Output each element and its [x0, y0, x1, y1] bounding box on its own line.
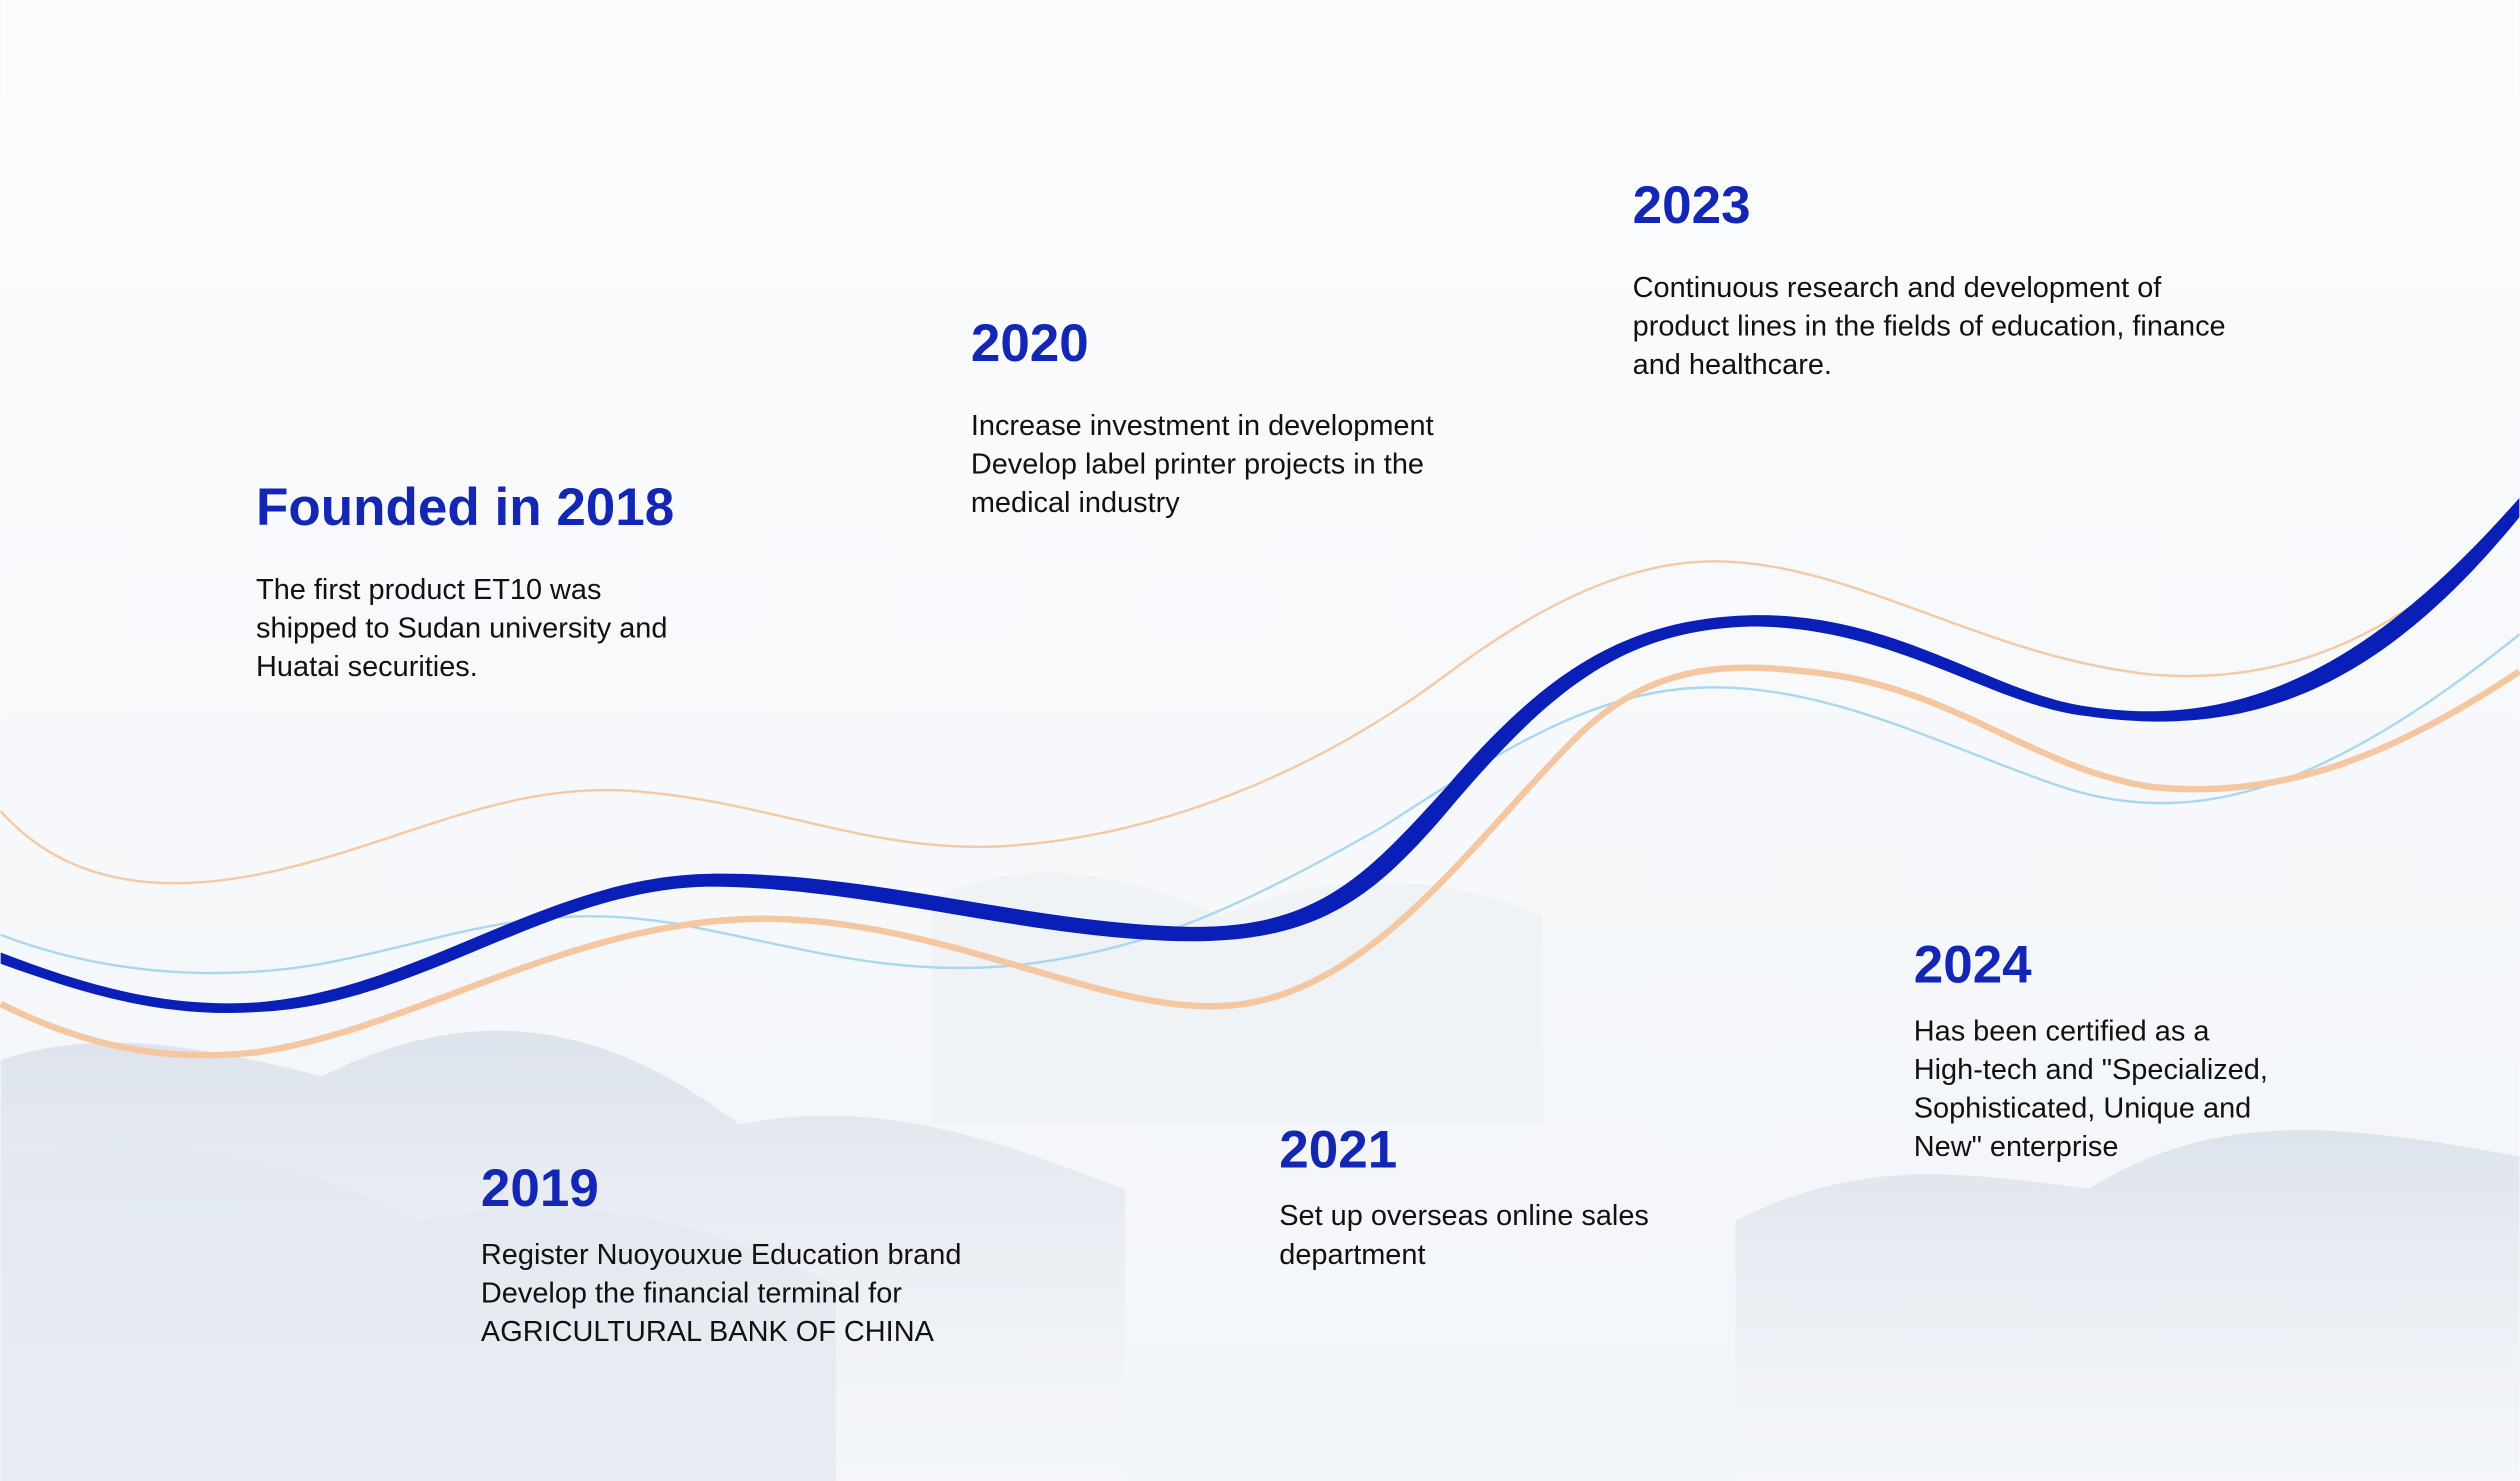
- mountain: [0, 1143, 836, 1481]
- milestone-text: shipped to Sudan university and: [256, 612, 667, 644]
- milestone-title: 2024: [1914, 936, 2032, 995]
- milestone-text: medical industry: [971, 487, 1180, 519]
- mountain: [932, 872, 1543, 1125]
- milestone-text: department: [1279, 1239, 1425, 1271]
- milestone-title: Founded in 2018: [256, 478, 674, 537]
- milestone-text: High-tech and "Specialized,: [1914, 1054, 2268, 1086]
- wave-line: [0, 633, 2520, 975]
- milestone-text: Develop the financial terminal for: [481, 1277, 902, 1309]
- milestone-title: 2020: [971, 314, 1089, 373]
- milestone-text: Huatai securities.: [256, 651, 478, 683]
- timeline-texts: Founded in 2018 The first product ET10 wa…: [256, 176, 2268, 1348]
- mountain: [1735, 1130, 2520, 1481]
- milestone-text: Sophisticated, Unique and: [1914, 1093, 2251, 1125]
- milestone-text: Develop label printer projects in the: [971, 448, 1424, 480]
- milestone-text: New" enterprise: [1914, 1131, 2119, 1163]
- milestone-text: Increase investment in development: [971, 410, 1434, 442]
- milestone-text: Has been certified as a: [1914, 1015, 2211, 1047]
- milestone-text: product lines in the fields of education…: [1633, 310, 2226, 342]
- main-wave: [0, 497, 2520, 1013]
- milestone-text: and healthcare.: [1633, 349, 1832, 381]
- milestone-title: 2023: [1633, 176, 1751, 235]
- wave-line: [0, 513, 2520, 885]
- milestone-text: AGRICULTURAL BANK OF CHINA: [481, 1316, 935, 1348]
- milestone-text: Continuous research and development of: [1633, 272, 2163, 304]
- milestone-title: 2019: [481, 1159, 599, 1218]
- milestone-title: 2021: [1279, 1120, 1397, 1179]
- wave-line: [0, 664, 2520, 1059]
- milestone-text: The first product ET10 was: [256, 574, 601, 606]
- milestone-text: Register Nuoyouxue Education brand: [481, 1239, 961, 1271]
- milestone-text: Set up overseas online sales: [1279, 1200, 1649, 1232]
